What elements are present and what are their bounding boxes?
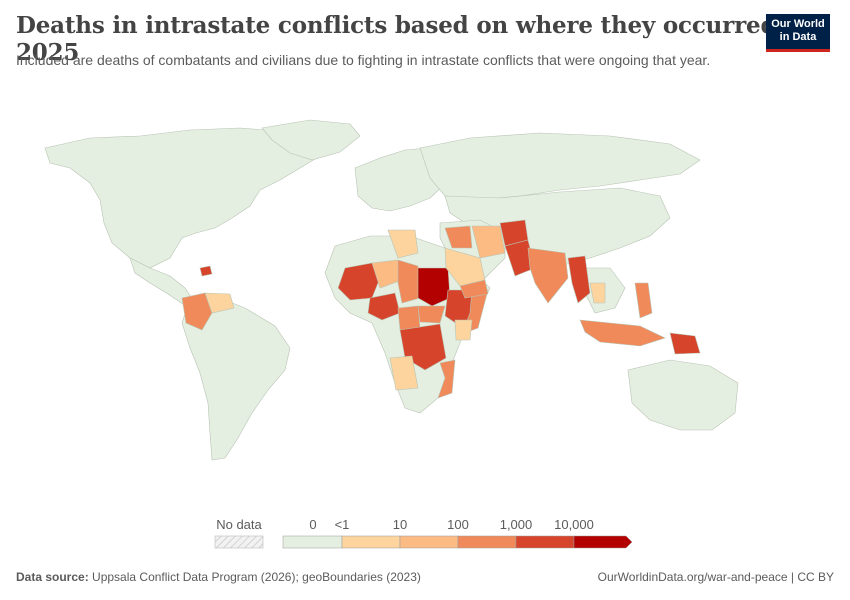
country-greenland: [261, 119, 361, 161]
chart-subtitle: Included are deaths of combatants and ci…: [16, 52, 711, 68]
country-papua: [669, 332, 701, 355]
country-kenya: [454, 319, 473, 341]
legend-label-0: 0: [309, 517, 316, 532]
country-south-sudan: [417, 305, 446, 324]
legend-bin-0: [282, 535, 343, 549]
country-yemen: [459, 279, 489, 299]
country-sudan: [417, 267, 451, 307]
legend-label-4: 1,000: [500, 517, 533, 532]
country-indonesia: [579, 319, 666, 347]
map-countries: [44, 119, 739, 461]
country-libya: [387, 229, 419, 259]
license-link[interactable]: OurWorldinData.org/war-and-peace | CC BY: [597, 570, 834, 584]
footer: Data source: Uppsala Conflict Data Progr…: [16, 570, 834, 584]
legend-no-data-label: No data: [216, 517, 262, 532]
country-australia: [627, 359, 739, 431]
world-map[interactable]: [0, 108, 850, 508]
country-chad: [397, 259, 421, 304]
country-myanmar: [567, 255, 591, 304]
logo-line-2: in Data: [779, 31, 817, 43]
country-colombia: [181, 292, 213, 331]
country-south-america: [181, 295, 291, 461]
map-shaded-countries: [181, 219, 701, 399]
country-iran: [471, 225, 506, 259]
legend-label-3: 100: [447, 517, 469, 532]
country-venezuela: [204, 292, 235, 314]
country-mozambique: [437, 359, 456, 399]
legend-no-data-swatch: [214, 535, 264, 549]
legend-bin-4: [515, 535, 575, 549]
chart-title: Deaths in intrastate conflicts based on …: [16, 12, 785, 66]
country-india: [527, 247, 569, 304]
country-europe: [354, 147, 446, 212]
legend-bin-1: [341, 535, 401, 549]
country-angola: [389, 355, 419, 391]
country-syria-iraq: [444, 225, 473, 249]
source-label: Data source:: [16, 570, 89, 584]
legend-bin-2: [399, 535, 459, 549]
legend-label-1: <1: [335, 517, 350, 532]
country-thailand: [589, 282, 606, 304]
country-north-america: [44, 127, 331, 269]
legend-label-2: 10: [393, 517, 407, 532]
legend-label-5: 10,000: [554, 517, 594, 532]
country-nigeria: [367, 292, 401, 321]
logo-line-1: Our World: [771, 18, 825, 30]
country-mexico-haiti: [199, 265, 213, 277]
source-text: Uppsala Conflict Data Program (2026); ge…: [92, 570, 421, 584]
country-philippines: [634, 282, 653, 319]
owid-logo[interactable]: Our World in Data: [766, 14, 830, 52]
legend-scale: 0 <1 10 100 1,000 10,000: [282, 517, 633, 549]
legend-bin-3: [457, 535, 517, 549]
legend-bin-5: [573, 535, 633, 549]
